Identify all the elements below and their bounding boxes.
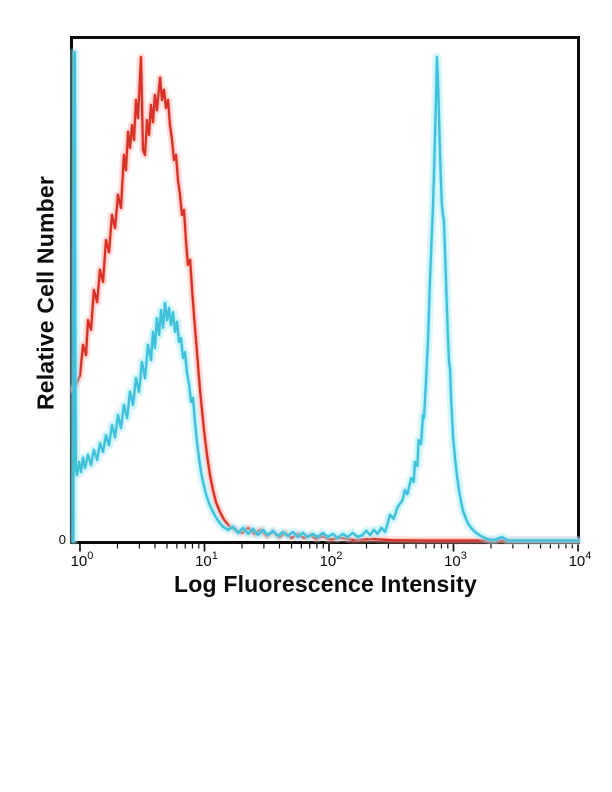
y-axis-title: Relative Cell Number	[32, 175, 59, 411]
x-axis-ticks	[79, 543, 579, 552]
y-axis-zero-label: 0	[58, 532, 66, 547]
x-tick-label: 101	[195, 550, 218, 570]
x-tick-label: 104	[569, 550, 592, 570]
cyan-curve-line	[72, 50, 580, 543]
x-axis-title: Log Fluorescence Intensity	[174, 571, 477, 597]
x-tick-label: 103	[444, 550, 467, 570]
plot-border	[70, 36, 580, 544]
x-tick-label: 102	[320, 550, 343, 570]
cyan-curve	[68, 47, 583, 546]
x-axis-tick-labels: 100 101 102 103 104	[71, 550, 592, 570]
x-tick-label: 100	[71, 550, 94, 570]
